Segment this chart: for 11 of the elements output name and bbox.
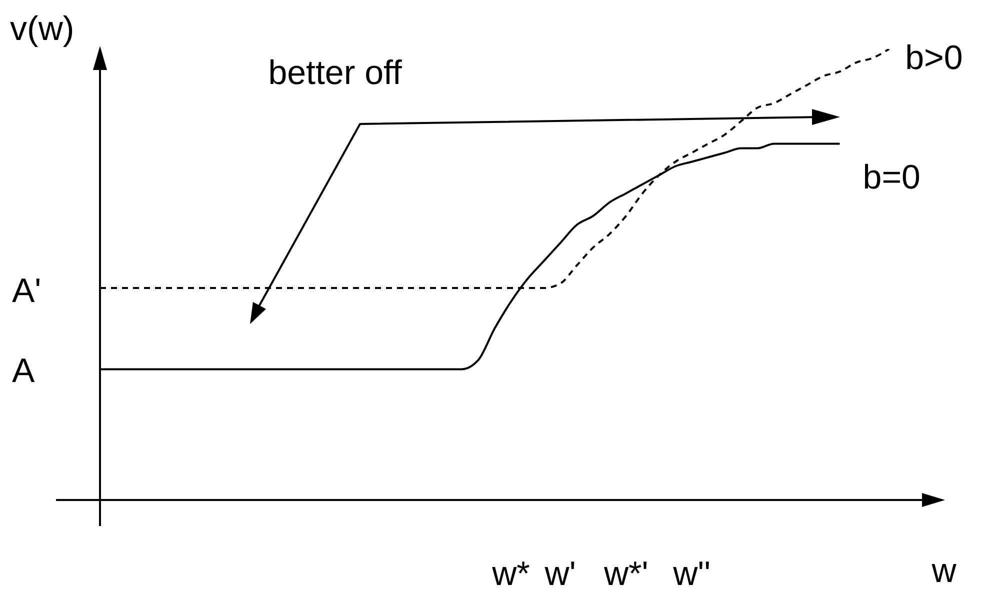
series-label: b=0 [862, 158, 920, 197]
x-tick-label: w' [544, 555, 576, 593]
text: A [12, 352, 35, 390]
text: A' [12, 272, 42, 310]
annotation: better off [268, 54, 402, 92]
x-tick-label: w*' [602, 555, 648, 593]
series-label: b>0 [905, 39, 963, 77]
x-axis-title: w [930, 552, 957, 590]
y-axis-title: v(w) [10, 10, 74, 48]
x-tick-label: w'' [672, 555, 711, 593]
x-tick-label: w* [491, 555, 530, 593]
